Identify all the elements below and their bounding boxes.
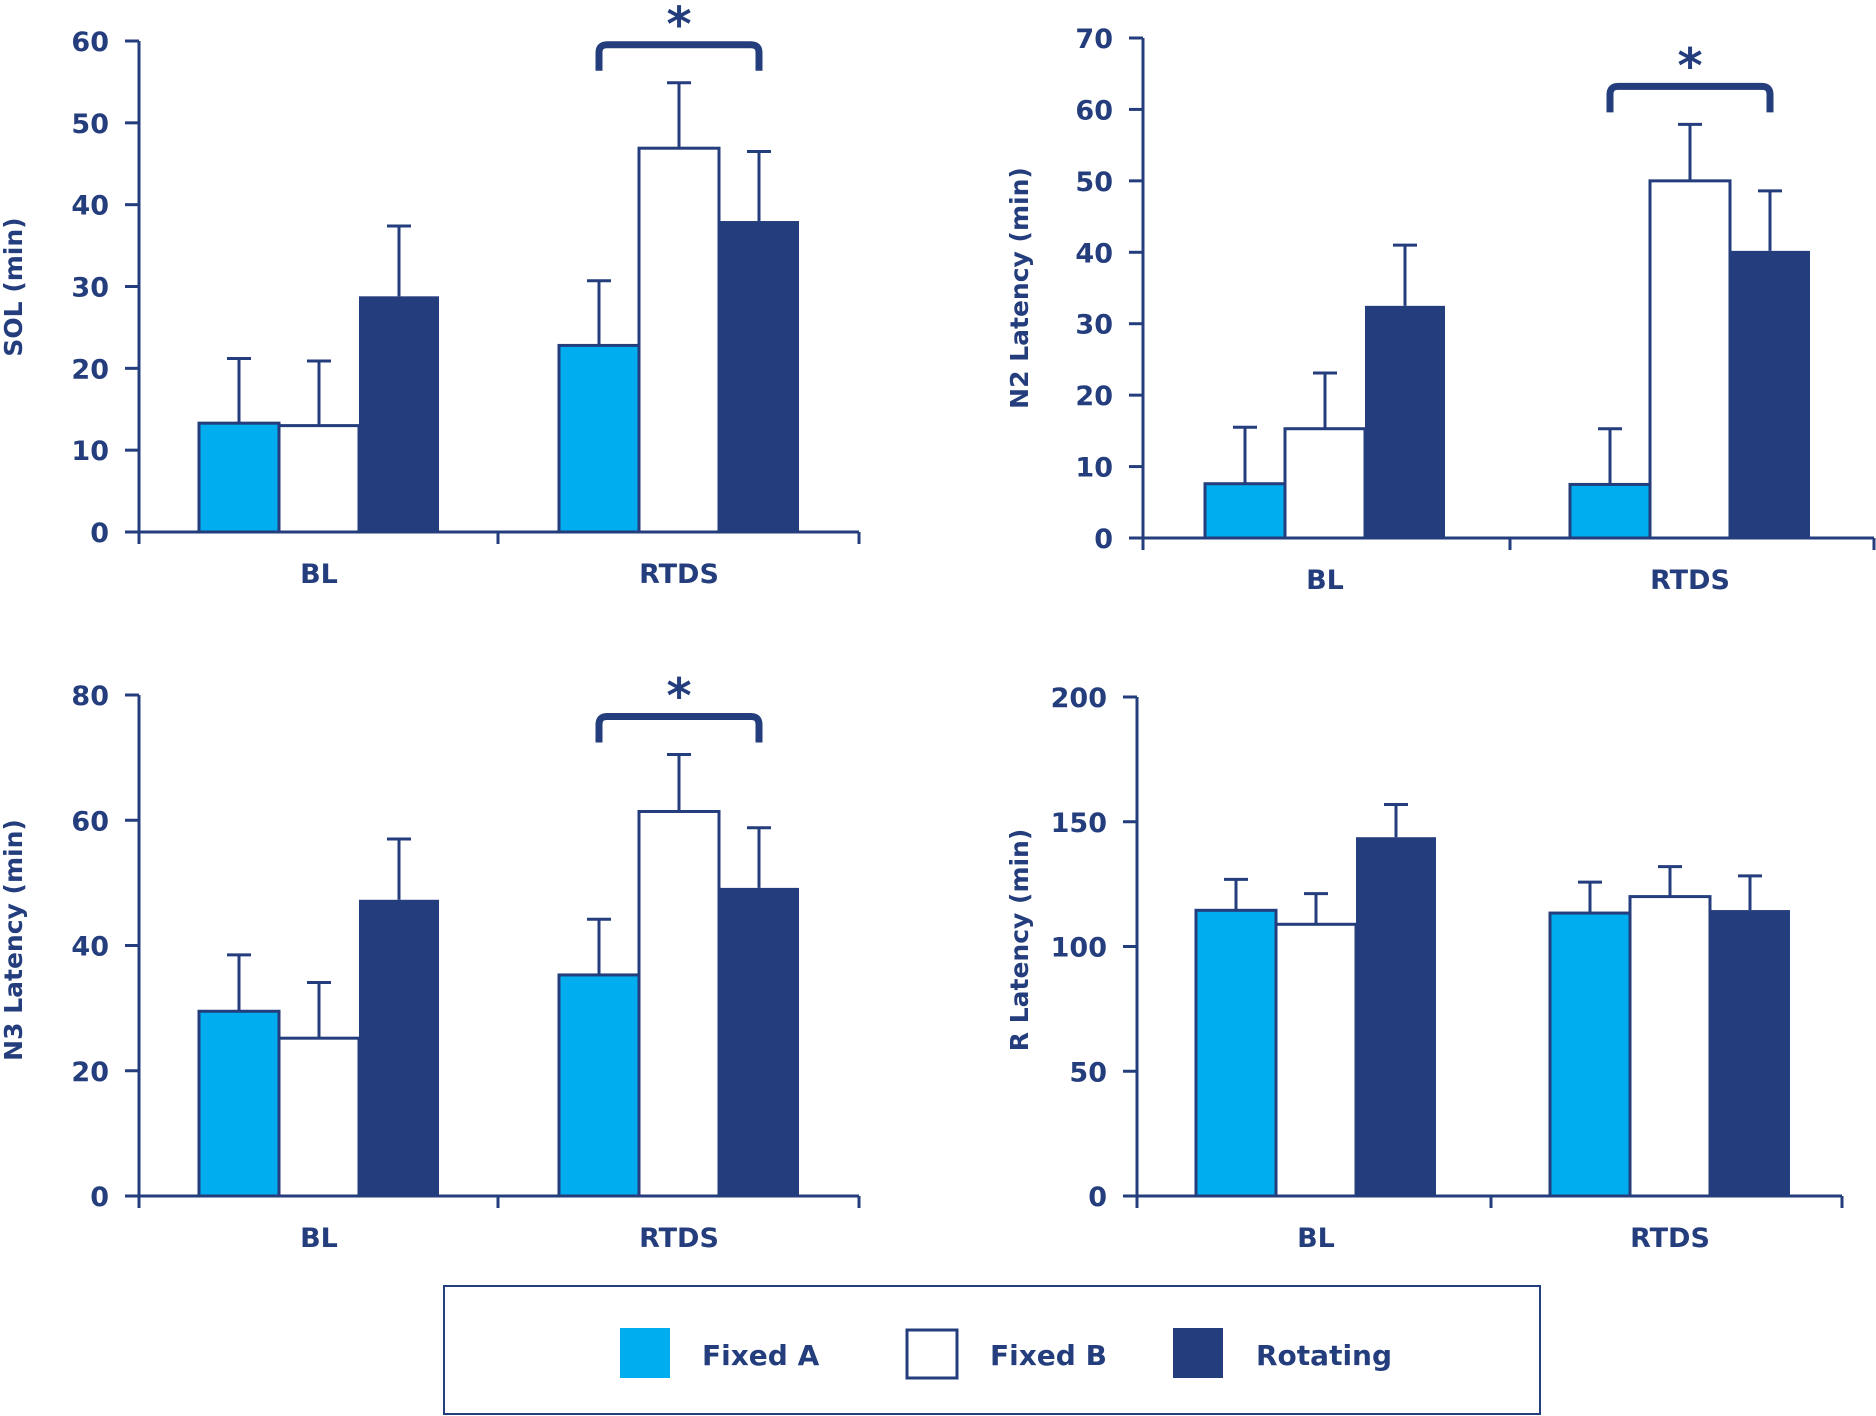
category-label-rtds: RTDS bbox=[1630, 1223, 1710, 1254]
legend-swatch-fixed-a bbox=[620, 1328, 670, 1378]
y-tick-label-50: 50 bbox=[1075, 167, 1113, 198]
bar-rotating-rtds bbox=[1710, 910, 1790, 1196]
y-axis-title: SOL (min) bbox=[0, 217, 28, 356]
y-tick-label-50: 50 bbox=[1069, 1057, 1107, 1088]
bar-fixed-a-bl bbox=[197, 421, 281, 534]
y-tick-label-10: 10 bbox=[71, 436, 109, 467]
significance-asterisk: * bbox=[666, 0, 691, 53]
y-tick-label-60: 60 bbox=[71, 806, 109, 837]
bar-fixed-a-rtds bbox=[557, 343, 641, 534]
legend-label-fixed-b: Fixed B bbox=[990, 1339, 1107, 1372]
category-label-rtds: RTDS bbox=[639, 1223, 719, 1254]
y-tick-label-100: 100 bbox=[1051, 933, 1107, 964]
y-tick-label-20: 20 bbox=[71, 1057, 109, 1088]
bar-fixed-b-bl bbox=[1283, 427, 1367, 540]
significance-bracket bbox=[595, 41, 763, 71]
bar-fixed-a-rtds bbox=[1548, 911, 1632, 1198]
y-tick-label-40: 40 bbox=[71, 191, 109, 222]
significance-asterisk: * bbox=[666, 668, 691, 724]
bar-fixed-b-bl bbox=[277, 424, 361, 534]
y-tick-label-60: 60 bbox=[71, 27, 109, 58]
bar-fixed-b-rtds bbox=[1648, 179, 1732, 540]
y-tick-label-0: 0 bbox=[90, 1182, 109, 1213]
bar-fixed-b-rtds bbox=[1628, 895, 1712, 1198]
y-axis-title: N2 Latency (min) bbox=[1005, 167, 1034, 409]
bar-fixed-a-rtds bbox=[557, 973, 641, 1198]
significance-bracket bbox=[595, 712, 763, 743]
bar-fixed-a-rtds bbox=[1568, 482, 1652, 540]
bar-fixed-b-bl bbox=[277, 1036, 361, 1198]
y-tick-label-30: 30 bbox=[71, 273, 109, 304]
significance-bracket bbox=[1606, 82, 1774, 113]
bar-rotating-bl bbox=[359, 899, 439, 1196]
bar-rotating-rtds bbox=[719, 887, 799, 1196]
chart-panel-sol-min: BL RTDS 0 10 20 30 40 50 60 SOL (min) * bbox=[0, 0, 861, 590]
y-tick-label-40: 40 bbox=[71, 932, 109, 963]
bar-fixed-a-bl bbox=[197, 1009, 281, 1198]
bar-fixed-a-bl bbox=[1203, 482, 1287, 540]
chart-panel-n2-latency-min: BL RTDS 0 10 20 30 40 50 60 70 N2 Latency (min) * bbox=[1005, 24, 1876, 596]
category-label-rtds: RTDS bbox=[1650, 565, 1730, 596]
y-tick-label-60: 60 bbox=[1075, 95, 1113, 126]
y-tick-label-0: 0 bbox=[90, 518, 109, 549]
bar-rotating-rtds bbox=[719, 221, 799, 533]
y-tick-label-200: 200 bbox=[1051, 683, 1107, 714]
y-tick-label-30: 30 bbox=[1075, 310, 1113, 341]
bar-rotating-bl bbox=[359, 296, 439, 532]
panels: BL RTDS 0 10 20 30 40 50 60 SOL (min) * BL RTDS 0 10 20… bbox=[0, 0, 1876, 1254]
y-tick-label-50: 50 bbox=[71, 109, 109, 140]
bar-fixed-b-rtds bbox=[637, 146, 721, 534]
legend: Fixed A Fixed B Rotating bbox=[443, 1285, 1541, 1415]
category-label-bl: BL bbox=[1297, 1223, 1335, 1254]
y-axis-title: R Latency (min) bbox=[1005, 829, 1034, 1052]
legend-swatch-rotating bbox=[1173, 1328, 1223, 1378]
significance-asterisk: * bbox=[1677, 38, 1702, 94]
y-tick-label-10: 10 bbox=[1075, 453, 1113, 484]
y-axis-title: N3 Latency (min) bbox=[0, 819, 28, 1061]
chart-panel-n3-latency-min: BL RTDS 0 20 40 60 80 N3 Latency (min) * bbox=[0, 668, 861, 1254]
y-tick-label-40: 40 bbox=[1075, 238, 1113, 269]
chart-panel-r-latency-min: BL RTDS 0 50 100 150 200 R Latency (min) bbox=[1005, 683, 1844, 1254]
legend-label-fixed-a: Fixed A bbox=[702, 1339, 820, 1372]
bar-rotating-bl bbox=[1365, 305, 1445, 538]
bar-fixed-b-bl bbox=[1274, 922, 1358, 1198]
bar-fixed-a-bl bbox=[1194, 908, 1278, 1198]
category-label-bl: BL bbox=[300, 559, 338, 590]
y-tick-label-20: 20 bbox=[71, 354, 109, 385]
y-tick-label-70: 70 bbox=[1075, 24, 1113, 55]
y-tick-label-20: 20 bbox=[1075, 381, 1113, 412]
category-label-rtds: RTDS bbox=[639, 559, 719, 590]
bar-fixed-b-rtds bbox=[637, 809, 721, 1198]
y-tick-label-0: 0 bbox=[1094, 524, 1113, 555]
y-tick-label-0: 0 bbox=[1088, 1182, 1107, 1213]
legend-label-rotating: Rotating bbox=[1256, 1339, 1392, 1372]
legend-swatch-fixed-b bbox=[905, 1328, 959, 1380]
bar-rotating-bl bbox=[1356, 837, 1436, 1196]
y-tick-label-80: 80 bbox=[71, 681, 109, 712]
bar-rotating-rtds bbox=[1730, 250, 1810, 538]
category-label-bl: BL bbox=[300, 1223, 338, 1254]
category-label-bl: BL bbox=[1306, 565, 1344, 596]
y-tick-label-150: 150 bbox=[1051, 808, 1107, 839]
